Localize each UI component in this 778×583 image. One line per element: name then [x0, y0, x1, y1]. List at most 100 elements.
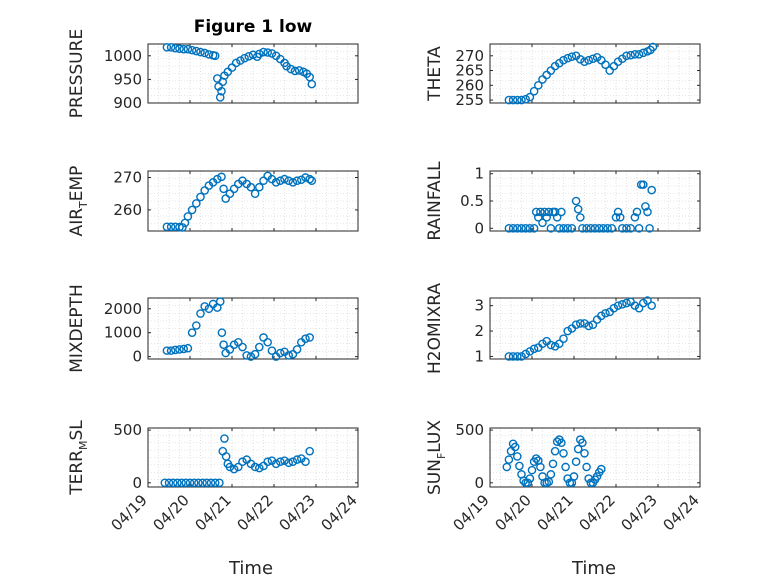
data-point — [267, 346, 277, 355]
y-tick-label: 1000 — [104, 324, 142, 342]
data-point — [618, 300, 627, 309]
data-point — [571, 457, 581, 467]
data-point — [200, 48, 209, 58]
data-point — [250, 189, 260, 199]
data-point — [527, 465, 537, 475]
y-tick-label: 2 — [474, 322, 484, 340]
data-point — [204, 304, 214, 314]
data-point — [292, 176, 302, 186]
data-point — [280, 456, 289, 465]
data-point — [254, 182, 264, 192]
data-point — [559, 334, 568, 343]
data-point — [210, 478, 220, 488]
data-point — [563, 326, 573, 336]
data-point — [563, 223, 573, 233]
data-point — [573, 444, 583, 454]
data-point — [548, 459, 558, 469]
y-tick-label: 260 — [113, 201, 142, 219]
data-point — [196, 47, 205, 57]
data-point — [280, 174, 289, 184]
y-tick-label: 1000 — [104, 47, 142, 65]
data-point — [582, 462, 591, 472]
data-point — [292, 455, 302, 464]
y-tick-label: 0 — [474, 474, 484, 492]
chart-title: Figure 1 low — [194, 17, 313, 37]
data-point — [540, 207, 549, 217]
data-point — [173, 478, 182, 488]
data-point — [626, 50, 636, 60]
data-point — [200, 186, 209, 195]
data-point — [550, 207, 560, 217]
data-point — [187, 205, 197, 215]
y-tick-label: 270 — [113, 168, 142, 186]
data-point — [250, 349, 260, 359]
data-point — [181, 478, 191, 488]
data-point — [538, 218, 547, 228]
data-point — [254, 463, 264, 473]
data-point — [557, 438, 566, 448]
data-point — [229, 464, 239, 474]
data-point — [194, 478, 203, 488]
y-tick-label: 0 — [132, 474, 142, 492]
y-tick-label: 500 — [455, 421, 484, 439]
subplot-pressure: 900 950 1000 PRESSURE Figure 1 low — [67, 17, 359, 118]
data-point — [546, 470, 556, 479]
data-point — [183, 343, 193, 353]
data-point — [630, 213, 640, 222]
data-point — [536, 462, 545, 472]
data-point — [196, 309, 205, 318]
data-point — [632, 207, 642, 217]
data-point — [196, 192, 205, 202]
data-point — [183, 44, 193, 54]
data-point — [513, 223, 522, 233]
y-axis-label-part: LUX — [425, 420, 445, 453]
data-point — [175, 222, 184, 232]
axes-box — [489, 297, 701, 360]
y-axis-label-part: F — [435, 453, 448, 459]
y-axis-label: PRESSURE — [67, 29, 87, 118]
y-axis-label-part: SUN — [425, 459, 445, 495]
data-point — [189, 478, 199, 488]
data-point — [609, 303, 619, 313]
y-axis-label: H2OMIXRA — [425, 283, 445, 374]
data-point — [229, 184, 239, 194]
data-point — [508, 352, 518, 361]
data-point — [259, 176, 268, 186]
data-point — [177, 478, 186, 488]
data-point — [305, 333, 315, 342]
data-point — [290, 66, 300, 76]
data-point — [648, 42, 658, 52]
data-point — [296, 175, 306, 185]
data-point — [225, 462, 235, 472]
data-point — [246, 182, 256, 192]
data-point — [555, 339, 564, 349]
data-point — [647, 185, 657, 195]
data-point — [580, 448, 589, 458]
data-point — [225, 345, 235, 354]
subplot-rainfall: 0 0.5 1 RAINFALL — [425, 161, 701, 241]
data-point — [263, 457, 273, 467]
data-point — [212, 174, 222, 184]
data-point — [613, 301, 623, 310]
data-point — [215, 93, 225, 102]
data-point — [221, 194, 230, 203]
data-point — [510, 442, 520, 452]
data-point — [179, 344, 188, 354]
data-point — [639, 48, 648, 58]
data-point — [580, 319, 589, 328]
data-point — [645, 223, 654, 233]
data-point — [550, 341, 560, 351]
data-point — [504, 455, 514, 464]
data-point — [259, 47, 268, 57]
data-point — [546, 223, 556, 233]
data-point — [233, 462, 243, 472]
data-point — [590, 223, 600, 233]
y-tick-label: 1 — [474, 165, 484, 183]
y-axis-label-part: AIR — [67, 208, 87, 237]
data-point — [525, 223, 535, 233]
data-point — [607, 223, 617, 233]
y-axis-label-part: PRESSURE — [67, 29, 87, 118]
data-point — [542, 213, 552, 222]
data-point — [517, 95, 526, 105]
data-point — [603, 223, 612, 233]
